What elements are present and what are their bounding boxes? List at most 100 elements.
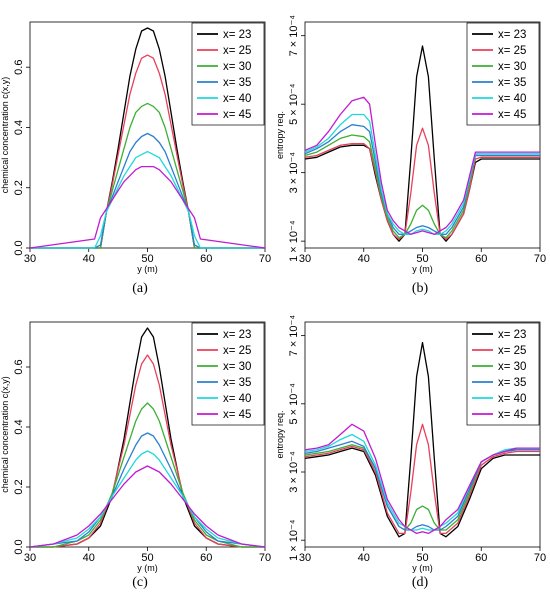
legend-label: x= 25	[223, 345, 251, 357]
legend: x= 23 x= 25 x= 30 x= 35 x= 40 x= 45	[191, 322, 265, 426]
y-tick-label: 1 × 10⁻⁴	[288, 519, 300, 561]
x-tick-label: 40	[83, 552, 95, 564]
legend-label: x= 23	[498, 329, 526, 341]
x-tick-label: 40	[358, 253, 370, 265]
x-tick-label: 50	[141, 552, 153, 564]
legend-box	[191, 22, 265, 126]
legend-label: x= 35	[223, 377, 251, 389]
panel-caption: (d)	[412, 575, 429, 590]
panel-caption: (b)	[412, 281, 429, 296]
series-line	[30, 402, 265, 548]
x-tick-label: 70	[259, 253, 271, 265]
series-line	[30, 132, 265, 249]
legend: x= 23 x= 25 x= 30 x= 35 x= 40 x= 45	[191, 22, 265, 126]
legend-label: x= 45	[223, 109, 251, 121]
chart-panel-b: 30 40 50 60 70 1 × 10⁻⁴ 3 × 10⁻⁴ 5 × 10⁻⁴ 7 × 10…	[275, 15, 546, 296]
x-tick-label: 70	[534, 253, 546, 265]
x-tick-label: 60	[200, 552, 212, 564]
x-tick-label: 50	[141, 253, 153, 265]
legend-label: x= 25	[498, 45, 526, 57]
series-line	[304, 444, 540, 531]
y-tick-label: 0.2	[13, 479, 25, 494]
legend-label: x= 40	[223, 93, 251, 105]
chart-panel-d: 30 40 50 60 70 1 × 10⁻⁴ 3 × 10⁻⁴ 5 × 10⁻⁴ 7 × 10…	[275, 315, 546, 590]
series-line	[29, 450, 266, 548]
x-tick-label: 40	[83, 253, 95, 265]
legend-label: x= 23	[498, 29, 526, 41]
series-line	[304, 124, 540, 235]
y-tick-label: 5 × 10⁻⁴	[288, 83, 300, 125]
legend-label: x= 23	[223, 29, 251, 41]
x-tick-label: 30	[299, 253, 311, 265]
x-axis-label: y (m)	[412, 563, 433, 573]
legend-label: x= 35	[498, 77, 526, 89]
x-axis-label: y (m)	[412, 264, 433, 274]
x-tick-label: 30	[24, 253, 36, 265]
y-tick-label: 3 × 10⁻⁴	[288, 152, 300, 194]
x-tick-label: 70	[534, 552, 546, 564]
series-line	[304, 113, 540, 235]
x-axis-label: y (m)	[137, 563, 158, 573]
series-line	[30, 354, 265, 548]
x-tick-label: 50	[416, 552, 428, 564]
y-tick-label: 0.6	[13, 359, 25, 374]
legend-label: x= 30	[498, 61, 526, 73]
x-tick-label: 60	[475, 552, 487, 564]
legend-label: x= 45	[498, 409, 526, 421]
y-tick-label: 5 × 10⁻⁴	[288, 383, 300, 425]
legend: x= 23 x= 25 x= 30 x= 35 x= 40 x= 45	[466, 322, 540, 426]
series-line	[304, 45, 540, 242]
series-line	[304, 341, 540, 538]
legend-label: x= 40	[223, 393, 251, 405]
legend: x= 23 x= 25 x= 30 x= 35 x= 40 x= 45	[466, 22, 540, 126]
legend-label: x= 23	[223, 329, 251, 341]
x-tick-label: 60	[200, 253, 212, 265]
y-tick-label: 0.4	[13, 120, 25, 135]
y-axis-label: chemical concentration c(x,y)	[0, 376, 10, 493]
y-tick-label: 7 × 10⁻⁴	[288, 15, 300, 57]
legend-label: x= 40	[498, 93, 526, 105]
panel-caption: (c)	[132, 575, 148, 590]
x-axis-label: y (m)	[137, 264, 158, 274]
y-tick-label: 0.4	[13, 419, 25, 434]
y-tick-label: 7 × 10⁻⁴	[288, 315, 300, 357]
y-tick-label: 0.6	[13, 60, 25, 75]
series-line	[29, 432, 266, 548]
legend-label: x= 40	[498, 393, 526, 405]
series-line	[304, 96, 540, 235]
legend-label: x= 35	[498, 377, 526, 389]
y-tick-label: 0.2	[13, 180, 25, 195]
x-tick-label: 60	[475, 253, 487, 265]
series-line	[304, 433, 540, 531]
legend-label: x= 25	[498, 345, 526, 357]
panel-caption: (a)	[132, 281, 148, 296]
y-tick-label: 1 × 10⁻⁴	[288, 220, 300, 262]
legend-label: x= 45	[223, 409, 251, 421]
legend-label: x= 30	[498, 361, 526, 373]
legend-box	[191, 322, 265, 426]
y-tick-label: 0.0	[13, 539, 25, 554]
legend-box	[466, 322, 540, 426]
series-line	[30, 150, 265, 249]
series-line	[29, 465, 266, 548]
legend-label: x= 35	[223, 77, 251, 89]
legend-label: x= 30	[223, 361, 251, 373]
x-tick-label: 40	[358, 552, 370, 564]
y-axis-label: entropy req.	[275, 410, 285, 458]
legend-label: x= 25	[223, 45, 251, 57]
series-line	[304, 423, 540, 535]
chart-panel-a: 30 40 50 60 70 0.0 0.2 0.4 0.6 y (m) chemical conc…	[0, 21, 271, 296]
y-axis-label: chemical concentration c(x,y)	[0, 77, 10, 194]
series-line	[304, 127, 540, 241]
y-tick-label: 3 × 10⁻⁴	[288, 451, 300, 493]
chart-panel-c: 30 40 50 60 70 0.0 0.2 0.4 0.6 y (m) chemical conc…	[0, 321, 271, 590]
y-tick-label: 0.0	[13, 240, 25, 255]
x-tick-label: 70	[259, 552, 271, 564]
series-line	[304, 134, 540, 239]
series-line	[29, 165, 266, 249]
legend-label: x= 45	[498, 109, 526, 121]
x-tick-label: 50	[416, 253, 428, 265]
y-axis-label: entropy req.	[275, 111, 285, 159]
legend-box	[466, 22, 540, 126]
